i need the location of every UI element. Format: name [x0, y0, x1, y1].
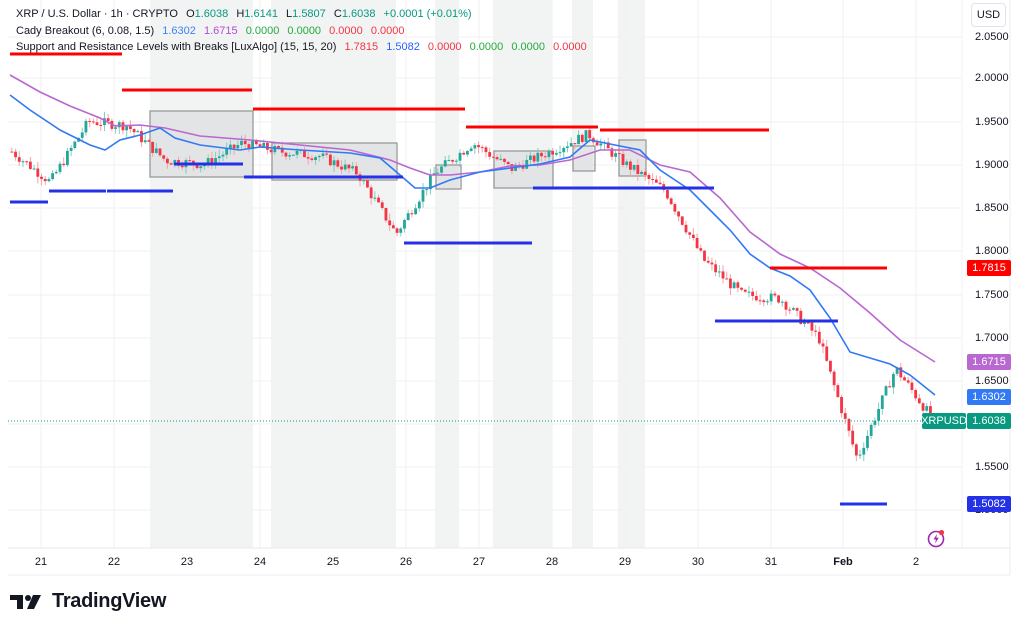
ohlc-high: H1.6141 — [236, 8, 278, 20]
open-label: O — [186, 8, 195, 20]
price-tick: 2.0500 — [975, 31, 1009, 43]
ema-slow-line — [9, 74, 936, 363]
last-price-badge: 1.6038 — [967, 413, 1011, 429]
indicator-value: 0.0000 — [553, 41, 587, 53]
time-tick: 26 — [399, 556, 413, 568]
close-value: 1.6038 — [341, 8, 376, 20]
indicator-value: 1.6302 — [162, 24, 196, 37]
close-label: C — [333, 8, 342, 20]
ohlc-close: C1.6038 — [334, 8, 376, 20]
change-value: +0.0001 (+0.01%) — [383, 8, 472, 20]
symbol-badge: XRPUSD — [921, 413, 967, 429]
indicator-value: 0.0000 — [287, 24, 322, 37]
time-tick: Feb — [833, 556, 853, 568]
low-value: 1.5807 — [292, 8, 326, 20]
price-tick: 1.8500 — [975, 202, 1009, 214]
price-tick: 2.0000 — [975, 72, 1009, 84]
ema-fast-line — [9, 94, 936, 396]
indicator-value: 0.0000 — [511, 41, 545, 53]
support-price-badge: 1.5082 — [967, 496, 1011, 512]
tradingview-logo-icon — [10, 594, 41, 609]
legend-symbol-row[interactable]: XRP / U.S. Dollar · 1h · CRYPTO O1.6038 … — [16, 6, 592, 23]
indicator-value: 0.0000 — [469, 41, 504, 53]
time-tick: 25 — [326, 556, 340, 568]
resistance-price-badge: 1.7815 — [967, 260, 1011, 276]
brand-name: TradingView — [52, 590, 167, 612]
time-tick: 31 — [764, 556, 778, 568]
high-label: H — [236, 8, 245, 20]
time-tick: 28 — [545, 556, 559, 568]
grid — [8, 0, 962, 548]
time-tick: 27 — [472, 556, 486, 568]
indicator-name[interactable]: Cady Breakout (6, 0.08, 1.5) — [16, 24, 155, 37]
session-shading — [150, 0, 645, 548]
indicator-value: 1.5082 — [386, 41, 420, 53]
open-value: 1.6038 — [194, 8, 229, 20]
low-label: L — [286, 8, 293, 20]
time-tick: 30 — [691, 556, 705, 568]
price-tick: 1.6500 — [975, 375, 1009, 387]
currency-button[interactable]: USD — [971, 3, 1006, 27]
legend-indicator-cady[interactable]: Cady Breakout (6, 0.08, 1.5) 1.6302 1.67… — [16, 23, 592, 40]
tradingview-logo[interactable]: TradingView — [10, 590, 166, 613]
legend-indicator-luxalgo[interactable]: Support and Resistance Levels with Break… — [16, 39, 592, 56]
time-tick: 2 — [912, 556, 920, 568]
indicator-value: 0.0000 — [427, 41, 462, 53]
time-tick: 24 — [253, 556, 267, 568]
time-tick: 23 — [180, 556, 194, 568]
price-tick: 1.8000 — [975, 245, 1009, 257]
lightning-alert-icon[interactable] — [926, 528, 946, 548]
candlesticks — [10, 111, 936, 462]
indicator-value: 0.0000 — [245, 24, 280, 37]
indicator-value: 0.0000 — [370, 24, 405, 37]
time-tick: 21 — [34, 556, 48, 568]
price-tick: 1.9500 — [975, 116, 1009, 128]
ohlc-open: O1.6038 — [186, 8, 228, 20]
indicator-name[interactable]: Support and Resistance Levels with Break… — [16, 41, 337, 53]
price-tick: 1.7000 — [975, 332, 1009, 344]
price-tick: 1.5500 — [975, 461, 1009, 473]
legend: XRP / U.S. Dollar · 1h · CRYPTO O1.6038 … — [16, 6, 592, 56]
time-tick: 22 — [107, 556, 121, 568]
price-tick: 1.9000 — [975, 159, 1009, 171]
indicator-value: 1.6715 — [203, 24, 238, 37]
resistance-lines — [10, 52, 887, 270]
indicator-value: 1.7815 — [344, 41, 379, 53]
indicator-value: 0.0000 — [329, 24, 363, 37]
ohlc-low: L1.5807 — [286, 8, 326, 20]
ema-fast-price-badge: 1.6302 — [967, 389, 1011, 405]
time-tick: 29 — [618, 556, 632, 568]
support-lines — [10, 162, 887, 506]
high-value: 1.6141 — [244, 8, 278, 20]
ema-slow-price-badge: 1.6715 — [967, 354, 1011, 370]
symbol-title[interactable]: XRP / U.S. Dollar · 1h · CRYPTO — [16, 8, 178, 20]
price-tick: 1.7500 — [975, 289, 1009, 301]
